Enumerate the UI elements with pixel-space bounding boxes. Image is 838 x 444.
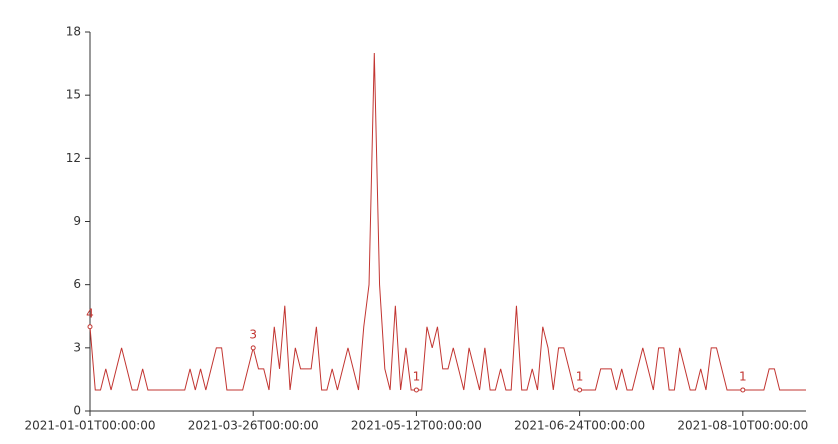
y-tick-label: 0 <box>73 404 81 418</box>
x-tick-label: 2021-05-12T00:00:00 <box>351 419 482 433</box>
value-label: 1 <box>576 369 584 383</box>
x-tick-label: 2021-08-10T00:00:00 <box>677 419 808 433</box>
value-label: 3 <box>249 327 257 341</box>
point <box>250 345 256 351</box>
point <box>740 387 746 393</box>
y-tick-label: 9 <box>73 214 81 228</box>
y-tick-label: 18 <box>66 25 81 39</box>
y-tick-label: 12 <box>66 151 81 165</box>
point <box>413 387 419 393</box>
y-tick-label: 3 <box>73 340 81 354</box>
point <box>87 324 93 330</box>
value-label: 1 <box>739 369 747 383</box>
x-tick-label: 2021-01-01T00:00:00 <box>25 419 156 433</box>
y-tick-label: 6 <box>73 277 81 291</box>
value-label: 1 <box>413 369 421 383</box>
x-tick-label: 2021-06-24T00:00:00 <box>514 419 645 433</box>
line <box>89 53 806 391</box>
y-tick-label: 15 <box>66 88 81 102</box>
value-label: 4 <box>86 306 94 320</box>
point <box>577 387 583 393</box>
x-tick-label: 2021-03-26T00:00:00 <box>188 419 319 433</box>
